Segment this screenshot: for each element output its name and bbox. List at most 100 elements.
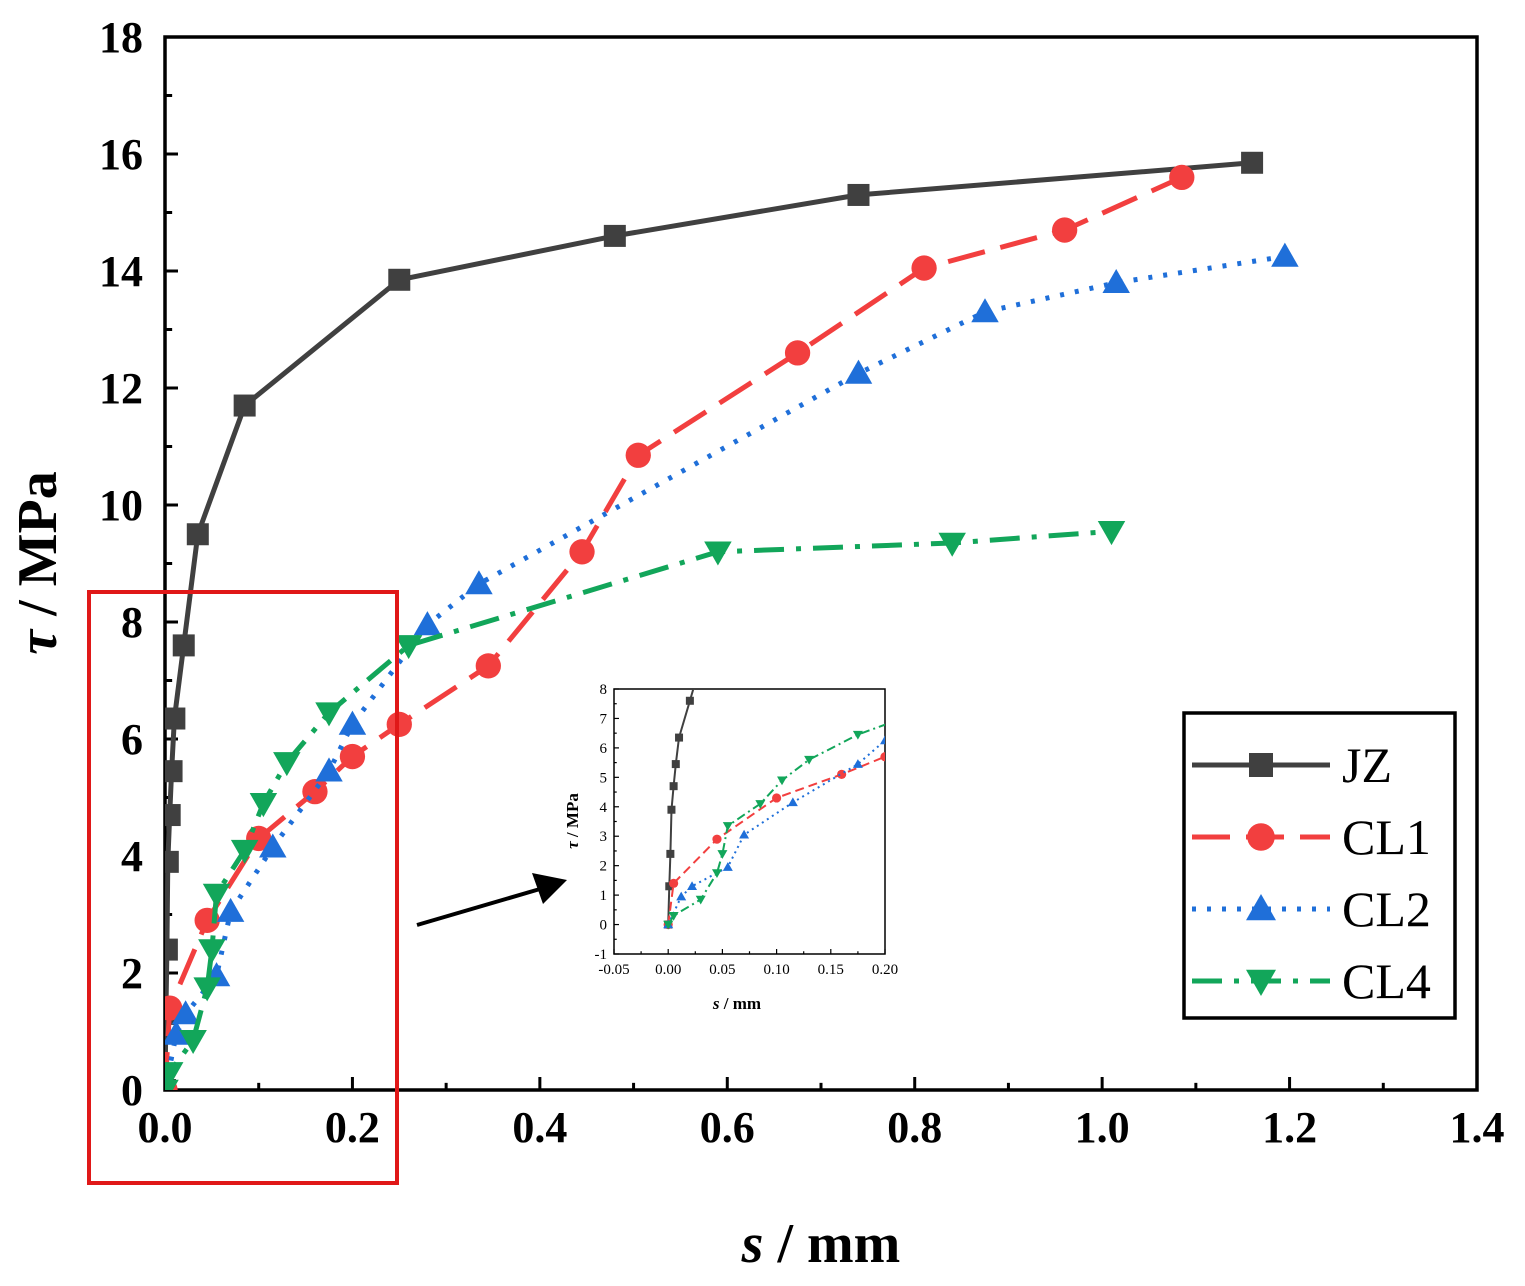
x-tick-label: 1.2 <box>1262 1103 1317 1152</box>
data-point-JZ <box>165 707 186 730</box>
data-point-CL2 <box>315 757 343 782</box>
legend-entry-CL2: CL2 <box>1192 881 1431 937</box>
y-tick-label: 10 <box>99 481 143 530</box>
inset-data-point-JZ <box>667 805 676 814</box>
x-tick-label: 1.0 <box>1075 1103 1130 1152</box>
inset-y-tick-label: 3 <box>600 829 608 845</box>
inset-y-tick-label: 1 <box>600 888 608 904</box>
data-point-CL2 <box>171 1000 200 1025</box>
inset-data-point-CL4 <box>668 911 679 921</box>
inset-y-tick-label: 2 <box>600 859 608 875</box>
data-point-CL2 <box>216 897 245 922</box>
legend-entry-CL4: CL4 <box>1192 953 1431 1009</box>
y-tick-label: 0 <box>121 1066 143 1115</box>
inset-y-axis-title: τ / MPa <box>563 793 582 849</box>
x-axis-title-symbol: s <box>741 1213 764 1275</box>
data-point-CL1 <box>339 743 366 770</box>
inset-y-tick-label: 0 <box>600 918 608 934</box>
inset-y-axis-title-symbol: τ <box>563 841 582 849</box>
data-point-CL1 <box>475 653 501 679</box>
data-point-CL4 <box>230 839 259 864</box>
inset-data-point-JZ <box>702 641 710 649</box>
data-point-JZ <box>186 523 209 546</box>
data-point-CL4 <box>1097 521 1126 546</box>
y-tick-label: 12 <box>99 364 143 413</box>
inset-y-axis-title-unit: / MPa <box>563 793 582 842</box>
inset-data-point-CL1 <box>880 752 885 762</box>
inset-data-point-JZ <box>671 760 680 769</box>
inset-series-line-CL4 <box>667 723 885 926</box>
data-point-CL1 <box>386 711 412 738</box>
zoom-arrow-head <box>532 873 567 904</box>
inset-y-tick-label: -1 <box>595 947 608 963</box>
x-axis-title: s / mm <box>741 1213 901 1275</box>
inset-data-point-CL1 <box>1146 649 1155 658</box>
legend-label-CL2: CL2 <box>1342 881 1431 937</box>
inset-x-tick-label: -0.05 <box>598 962 629 978</box>
legend-marker-JZ <box>1249 753 1273 777</box>
inset-data-point-JZ <box>1466 470 1474 478</box>
inset-x-axis-title-unit: / mm <box>720 994 762 1013</box>
inset-x-tick-label: 0.15 <box>818 962 844 978</box>
legend-marker-CL4 <box>1246 969 1276 996</box>
data-point-JZ <box>603 224 626 247</box>
y-axis-title-unit: / MPa <box>7 471 69 630</box>
data-point-CL4 <box>394 635 423 660</box>
data-point-CL2 <box>165 1020 190 1045</box>
data-point-JZ <box>165 760 183 783</box>
inset-data-point-CL4 <box>945 697 955 706</box>
legend-label-CL1: CL1 <box>1342 809 1431 865</box>
legend: JZ CL1 CL2 CL4 <box>1182 711 1457 1020</box>
inset-data-point-JZ <box>675 733 684 742</box>
inset-y-tick-label: 8 <box>600 682 608 698</box>
inset-data-point-CL2 <box>852 759 863 768</box>
series-CL2 <box>165 242 1299 1090</box>
legend-label-CL4: CL4 <box>1342 953 1431 1009</box>
inset-data-point-CL4 <box>1303 650 1313 659</box>
inset-plot: -0.05 0.00 0.05 0.10 0.15 0.20 -1 0 1 2 3 4 5 6 7 8 s / … <box>563 470 1475 1013</box>
data-point-CL4 <box>165 1062 184 1087</box>
series-JZ <box>165 151 1264 1090</box>
y-tick-label: 18 <box>99 13 143 62</box>
inset-x-axis-title: s / mm <box>712 994 761 1013</box>
y-tick-label: 14 <box>99 247 143 296</box>
data-point-CL4 <box>273 752 301 777</box>
inset-series-CL4 <box>663 650 1313 930</box>
data-point-JZ <box>233 394 256 417</box>
data-point-CL2 <box>844 359 873 384</box>
y-tick-label: 4 <box>121 832 143 881</box>
inset-data-point-CL2 <box>787 797 798 807</box>
y-tick-label: 6 <box>121 715 143 764</box>
data-point-CL4 <box>198 939 226 964</box>
inset-data-point-CL4 <box>717 850 728 859</box>
x-tick-label: 0.4 <box>512 1103 567 1152</box>
data-point-CL1 <box>1052 217 1078 243</box>
inset-data-point-CL2 <box>687 881 698 891</box>
inset-data-point-CL2 <box>1465 559 1475 568</box>
inset-data-point-CL2 <box>722 862 733 871</box>
inset-data-point-CL1 <box>712 834 722 844</box>
inset-data-point-CL4 <box>804 755 815 765</box>
zoom-highlight <box>87 590 567 1185</box>
inset-y-tick-label: 7 <box>600 711 608 727</box>
inset-x-tick-label: 0.05 <box>709 962 735 978</box>
inset-data-point-CL4 <box>852 730 863 740</box>
data-point-JZ <box>847 183 870 206</box>
inset-y-tick-label: 4 <box>600 800 608 816</box>
series-line-CL2 <box>165 253 1286 1090</box>
data-point-CL1 <box>911 255 937 281</box>
inset-data-area <box>663 470 1475 930</box>
x-tick-label: 0.2 <box>325 1103 380 1152</box>
data-point-JZ <box>165 938 178 961</box>
x-tick-label: 1.4 <box>1450 1103 1505 1152</box>
legend-entry-CL1: CL1 <box>1192 809 1431 865</box>
data-point-CL1 <box>302 779 328 805</box>
data-point-JZ <box>388 268 411 291</box>
data-point-CL2 <box>338 710 367 735</box>
x-tick-label: 0.6 <box>700 1103 755 1152</box>
inset-data-point-CL1 <box>1395 549 1404 558</box>
series-CL4 <box>165 521 1126 1090</box>
inset-series-line-JZ <box>667 689 695 925</box>
inset-data-point-JZ <box>685 696 694 705</box>
